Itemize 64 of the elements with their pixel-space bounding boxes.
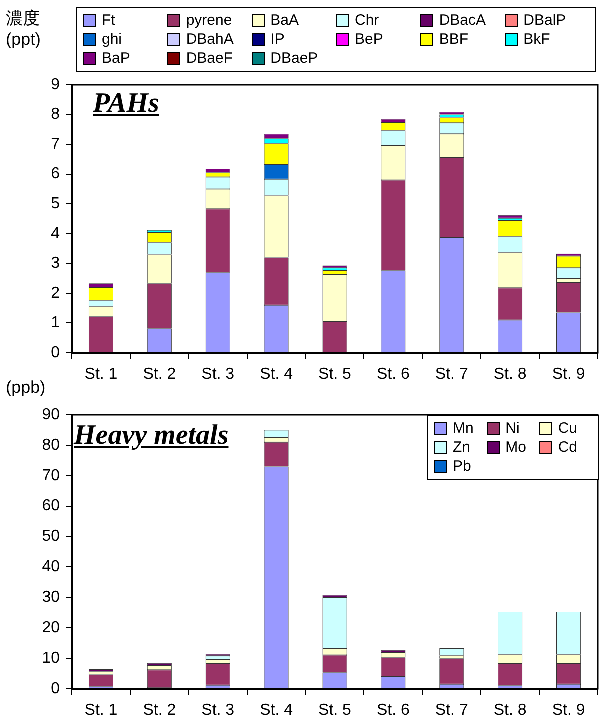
- y-tick-label: 7: [51, 136, 60, 153]
- legend-label: DBaeP: [270, 50, 318, 67]
- y-tick-label: 20: [42, 620, 60, 637]
- legend-label: BkF: [524, 31, 550, 48]
- legend-label: DBalP: [524, 12, 566, 29]
- legend-label: pyrene: [186, 12, 232, 29]
- y-tick-label: 5: [51, 196, 60, 213]
- y-tick-label: 60: [42, 498, 60, 515]
- x-tick-label: St. 8: [494, 366, 527, 384]
- x-tick-label: St. 1: [84, 366, 118, 384]
- y-tick-label: 3: [51, 255, 60, 272]
- legend-label: BaA: [270, 12, 300, 29]
- legend-label: Mn: [453, 420, 474, 437]
- legend-label: ghi: [102, 31, 122, 48]
- y-tick-label: 50: [42, 528, 60, 546]
- legend-label: Cu: [558, 420, 578, 437]
- y-tick-label: 1: [51, 314, 60, 332]
- y-tick-label: 30: [42, 589, 60, 606]
- legend-label: BBF: [439, 31, 469, 48]
- x-tick-label: St. 9: [552, 702, 586, 720]
- y-tick-label: 90: [42, 406, 60, 424]
- y-axis-title: 濃度 (ppt): [6, 8, 42, 50]
- x-tick-label: St. 9: [552, 366, 586, 384]
- legend-label: DBacA: [439, 12, 486, 29]
- x-tick-label: St. 5: [318, 702, 352, 720]
- x-tick-label: St. 2: [143, 366, 176, 384]
- legend-label: Pb: [453, 458, 472, 475]
- x-tick-label: St. 7: [435, 702, 468, 720]
- x-tick-label: St. 4: [260, 702, 294, 720]
- y-tick-label: 40: [42, 558, 60, 576]
- x-tick-label: St. 4: [260, 366, 294, 384]
- legend-label: IP: [270, 31, 285, 48]
- y-tick-label: 10: [42, 650, 60, 667]
- y-tick-label: 6: [51, 166, 60, 183]
- y-tick-label: 9: [51, 76, 60, 94]
- x-tick-label: St. 3: [202, 366, 235, 384]
- chart-title: PAHs: [93, 88, 160, 119]
- x-tick-label: St. 5: [318, 366, 352, 384]
- legend-label: DBahA: [186, 31, 234, 48]
- y-tick-label: 0: [51, 344, 60, 362]
- x-tick-label: St. 1: [84, 702, 118, 720]
- legend-label: Cd: [558, 439, 578, 456]
- legend-label: Zn: [453, 439, 471, 456]
- x-tick-label: St. 6: [376, 366, 410, 384]
- x-tick-label: St. 2: [143, 702, 176, 720]
- legend-label: Chr: [355, 12, 380, 29]
- y-axis-title: (ppb): [6, 377, 47, 398]
- x-tick-label: St. 6: [376, 702, 410, 720]
- legend-label: BeP: [355, 31, 384, 48]
- x-tick-label: St. 3: [202, 702, 235, 720]
- x-tick-label: St. 7: [435, 366, 468, 384]
- y-tick-label: 8: [51, 106, 60, 124]
- legend-label: BaP: [102, 50, 130, 67]
- x-tick-label: St. 8: [494, 702, 527, 720]
- legend-label: Ft: [102, 12, 116, 29]
- y-tick-label: 70: [42, 467, 60, 484]
- y-tick-label: 80: [42, 436, 60, 454]
- y-tick-label: 0: [51, 680, 60, 698]
- y-tick-label: 2: [51, 284, 60, 302]
- legend-label: Mo: [506, 439, 526, 456]
- chart-title: Heavy metals: [74, 420, 229, 451]
- legend-label: DBaeF: [186, 50, 234, 67]
- y-tick-label: 4: [51, 225, 60, 242]
- legend-label: Ni: [506, 420, 520, 437]
